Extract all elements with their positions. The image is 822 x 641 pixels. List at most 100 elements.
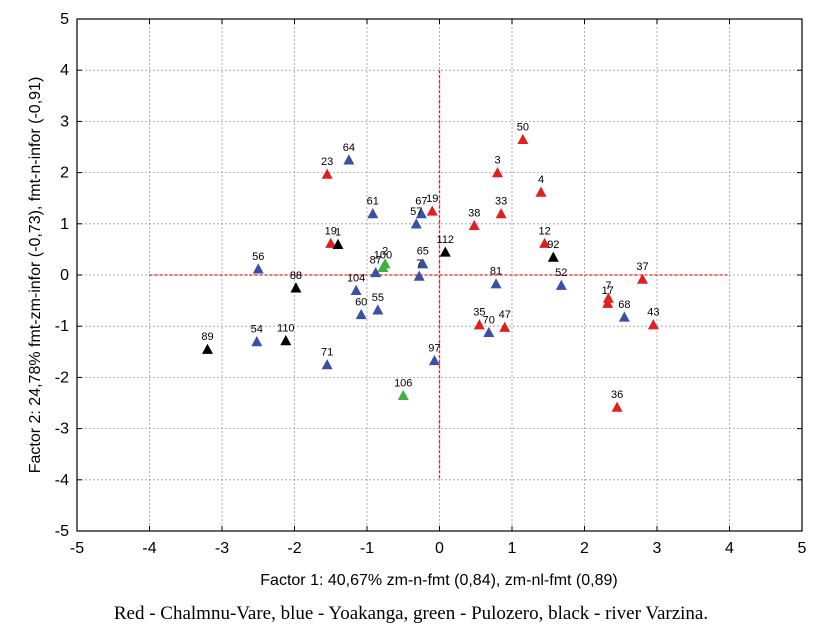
data-point-red: [325, 237, 337, 248]
data-point-label: 65: [417, 246, 429, 258]
data-point-label: 106: [394, 377, 412, 389]
x-axis-title: Factor 1: 40,67% zm-n-fmt (0,84), zm-nl-…: [260, 572, 617, 589]
x-tick-label: -3: [215, 540, 229, 557]
data-point-blue: [252, 263, 264, 274]
data-point-red: [637, 273, 648, 284]
data-point-blue: [355, 308, 367, 320]
y-tick-label: 1: [60, 216, 69, 233]
x-tick-label: 3: [653, 540, 662, 557]
data-point-blue: [618, 311, 630, 322]
data-point-black: [202, 343, 213, 354]
x-tick-label: -2: [287, 540, 301, 557]
data-point-blue: [428, 355, 440, 366]
data-point-black: [280, 335, 292, 346]
data-point-red: [611, 401, 623, 412]
data-point-label: 36: [611, 389, 623, 401]
data-point-label: 37: [636, 261, 648, 273]
data-point-red: [492, 167, 503, 178]
x-tick-labels: -5 -4 -3 -2 -1 0 1 2 3 4 5: [70, 540, 807, 557]
x-tick-label: 4: [725, 540, 734, 557]
y-tick-label: -2: [55, 369, 69, 386]
data-point-blue: [350, 284, 362, 296]
data-point-label: 68: [618, 299, 630, 311]
chart-background: [0, 0, 822, 600]
y-tick-label: -5: [55, 523, 69, 540]
data-point-black: [439, 246, 451, 257]
data-point-label: 33: [495, 196, 507, 208]
data-point-red: [517, 133, 529, 144]
data-point-label: 61: [367, 196, 379, 208]
data-point-label: 23: [321, 156, 333, 168]
data-point-label: 50: [517, 121, 529, 133]
x-tick-label: 2: [580, 540, 589, 557]
axis-ticks: [76, 18, 803, 532]
data-point-blue: [251, 336, 263, 347]
data-point-label: 47: [499, 309, 511, 321]
x-tick-label: 0: [435, 540, 444, 557]
data-point-label: 7: [416, 258, 422, 270]
data-point-blue: [410, 218, 422, 229]
data-point-label: 3: [494, 155, 500, 167]
data-point-label: 2: [382, 246, 388, 258]
data-point-green: [379, 258, 391, 269]
data-point-label: 17: [602, 285, 614, 297]
data-point-blue: [490, 278, 502, 289]
data-point-red: [602, 292, 614, 303]
data-point-blue: [555, 279, 567, 290]
data-point-label: 55: [372, 292, 384, 304]
data-point-blue: [367, 208, 379, 219]
data-point-label: 35: [473, 307, 485, 319]
data-point-blue: [321, 359, 333, 370]
y-tick-label: 2: [60, 165, 69, 182]
data-point-label: 38: [468, 207, 480, 219]
y-tick-label: -4: [55, 472, 69, 489]
x-tick-label: -1: [360, 540, 374, 557]
y-tick-labels: 5 4 3 2 1 0 -1 -2 -3 -4 -5: [55, 11, 69, 540]
data-point-label: 112: [437, 234, 455, 246]
data-point-label: 100: [374, 249, 392, 261]
data-point-red: [499, 321, 511, 332]
data-point-label: 19: [325, 225, 337, 237]
data-point-red: [535, 186, 547, 197]
data-point-blue: [370, 266, 382, 278]
data-point-label: 87: [370, 254, 382, 266]
data-point-label: 1: [335, 226, 341, 238]
data-point-label: 104: [347, 272, 365, 284]
data-point-label: 54: [251, 324, 263, 336]
data-point-blue: [417, 258, 429, 269]
data-point-red: [602, 297, 614, 308]
data-point-label: 64: [343, 142, 355, 154]
data-point-blue: [372, 304, 384, 315]
y-tick-label: -3: [55, 421, 69, 438]
data-point-label: 7: [605, 280, 611, 292]
y-tick-label: 5: [60, 11, 69, 28]
data-point-black: [290, 282, 302, 293]
data-point-label: 19: [426, 193, 438, 205]
data-point-blue: [343, 154, 355, 165]
data-point-red: [539, 237, 551, 248]
data-point-black: [547, 251, 559, 262]
data-point-red: [647, 319, 659, 330]
figure-caption: Red - Chalmnu-Vare, blue - Yoakanga, gre…: [113, 603, 709, 624]
y-tick-label: -1: [55, 318, 69, 335]
data-point-red: [426, 205, 438, 216]
data-point-label: 92: [547, 239, 559, 251]
data-point-label: 43: [647, 307, 659, 319]
x-tick-label: -4: [142, 540, 156, 557]
data-point-label: 88: [290, 270, 302, 282]
data-point-blue: [415, 208, 427, 219]
data-point-red: [473, 319, 485, 330]
data-point-label: 89: [201, 331, 213, 343]
data-point-label: 71: [321, 347, 333, 359]
data-point-label: 110: [277, 323, 295, 335]
data-point-blue: [413, 270, 425, 281]
data-point-label: 52: [555, 267, 567, 279]
data-point-red: [321, 168, 333, 179]
data-point-green: [397, 389, 409, 400]
data-point-label: 56: [252, 251, 264, 263]
x-tick-label: 5: [798, 540, 807, 557]
x-tick-label: -5: [70, 540, 84, 557]
data-point-red: [468, 219, 480, 231]
